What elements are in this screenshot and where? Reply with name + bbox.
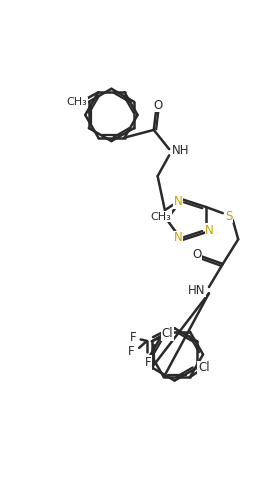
- Text: S: S: [225, 210, 233, 223]
- Text: NH: NH: [172, 144, 190, 157]
- Text: F: F: [145, 356, 152, 369]
- Text: F: F: [128, 345, 135, 358]
- Text: O: O: [153, 99, 162, 112]
- Text: HN: HN: [188, 284, 206, 297]
- Text: O: O: [192, 248, 201, 261]
- Text: Cl: Cl: [198, 361, 210, 374]
- Text: N: N: [205, 224, 214, 237]
- Text: CH₃: CH₃: [66, 97, 87, 107]
- Text: N: N: [174, 231, 182, 244]
- Text: F: F: [130, 331, 136, 343]
- Text: Cl: Cl: [161, 327, 173, 340]
- Text: N: N: [174, 195, 182, 208]
- Text: CH₃: CH₃: [151, 212, 171, 222]
